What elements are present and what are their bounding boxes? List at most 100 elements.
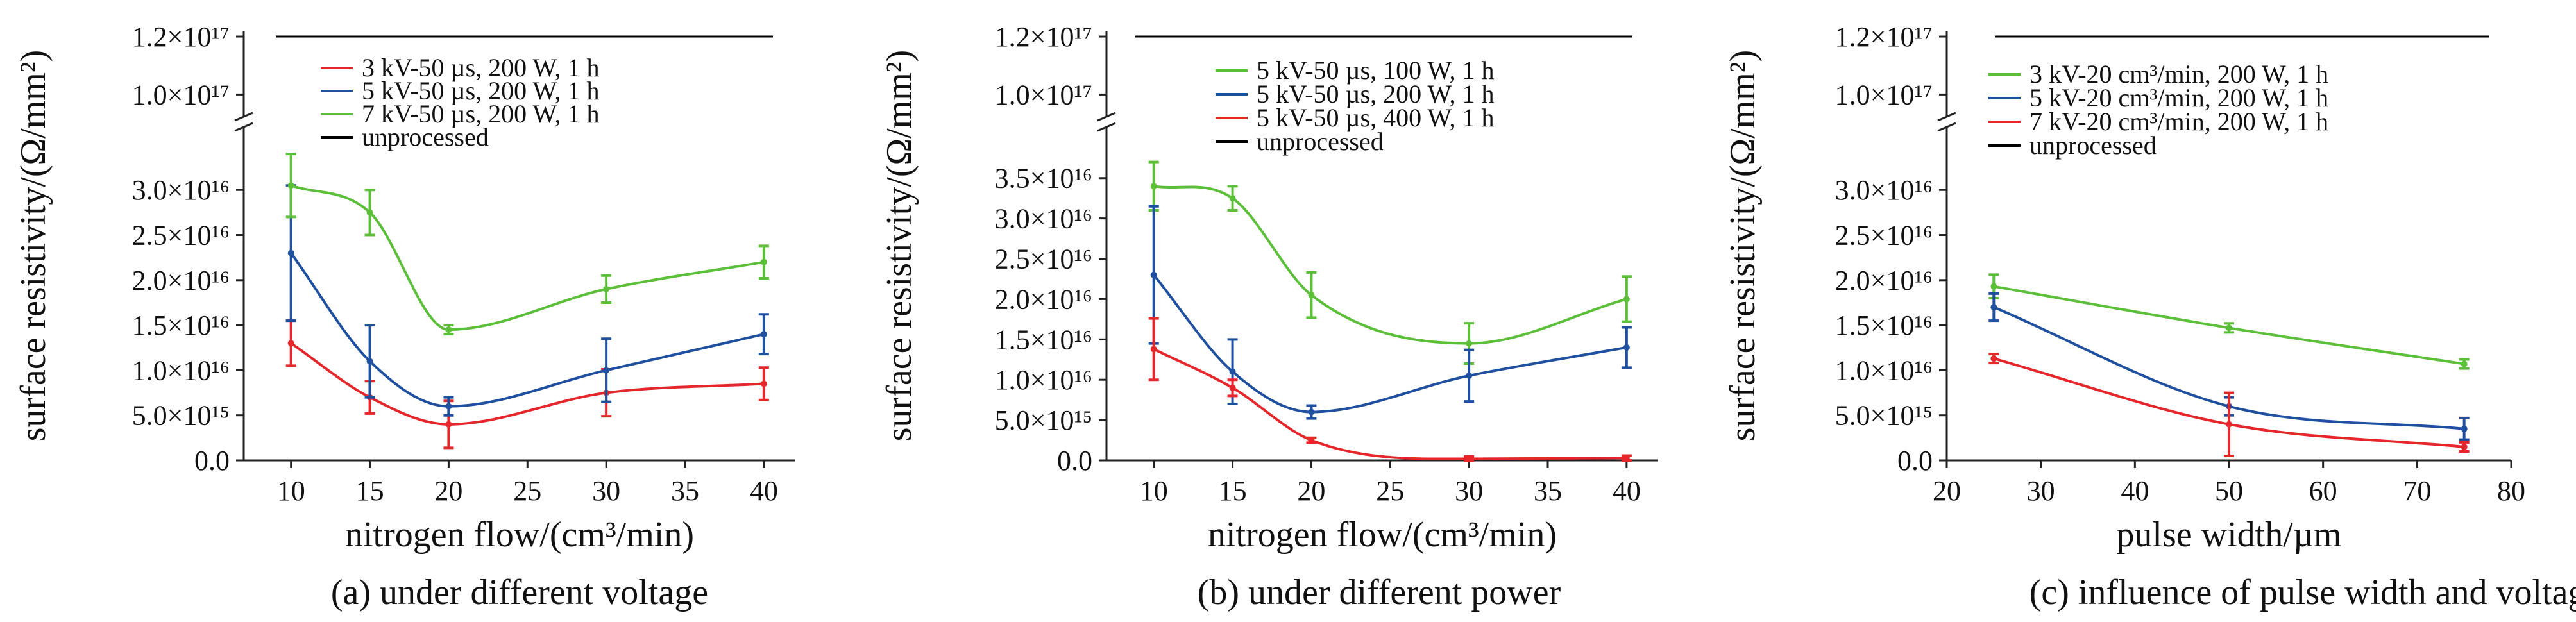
x-tick-label: 25 <box>1376 475 1404 507</box>
y-tick-label: 1.5×10¹⁶ <box>1835 310 1933 341</box>
data-point <box>287 249 294 256</box>
y-tick-label-upper: 1.0×10¹⁷ <box>132 79 230 110</box>
data-point <box>603 285 610 292</box>
data-point <box>1990 355 1997 362</box>
data-point <box>760 331 767 338</box>
legend: 5 kV-50 µs, 100 W, 1 h5 kV-50 µs, 200 W,… <box>1216 56 1495 156</box>
data-point <box>445 326 452 333</box>
legend-label: unprocessed <box>2029 131 2157 160</box>
x-tick-label: 20 <box>434 475 462 507</box>
y-tick-label: 0.0 <box>1897 445 1933 476</box>
x-tick-label: 40 <box>750 475 778 507</box>
x-tick-label: 10 <box>277 475 305 507</box>
y-tick-label: 2.0×10¹⁶ <box>132 265 230 296</box>
data-point <box>2461 443 2468 450</box>
y-tick-label: 1.0×10¹⁶ <box>995 364 1092 396</box>
y-tick-label: 2.5×10¹⁶ <box>995 244 1092 275</box>
y-tick-label: 2.5×10¹⁶ <box>1835 220 1933 251</box>
data-point <box>1623 296 1630 303</box>
series-3 <box>1148 317 1632 462</box>
data-point <box>1308 437 1315 444</box>
y-tick-label: 2.0×10¹⁶ <box>995 283 1092 315</box>
legend-label: 3 kV-20 cm³/min, 200 W, 1 h <box>2029 60 2328 88</box>
y-tick-label: 1.5×10¹⁶ <box>995 324 1092 355</box>
x-tick-label: 15 <box>356 475 384 507</box>
y-tick-label: 3.0×10¹⁶ <box>132 174 230 206</box>
series-1 <box>1988 273 2470 370</box>
data-point <box>1229 195 1236 202</box>
chart-panel-3: 20 30 40 50 60 70 80 0.0 5.0×10¹⁵ 1.0×10¹⁶ 1.5×10¹… <box>1723 21 2576 612</box>
y-tick-label: 2.5×10¹⁶ <box>132 220 230 251</box>
legend: 3 kV-20 cm³/min, 200 W, 1 h5 kV-20 cm³/m… <box>1988 60 2328 160</box>
legend-label: 5 kV-50 µs, 100 W, 1 h <box>1257 56 1495 85</box>
data-point <box>445 421 452 428</box>
data-point <box>445 403 452 410</box>
series-line <box>291 184 765 332</box>
axis-break-mark <box>1097 122 1116 132</box>
data-point <box>1150 346 1157 353</box>
y-tick-label: 1.0×10¹⁶ <box>132 355 230 386</box>
legend-label: 7 kV-20 cm³/min, 200 W, 1 h <box>2029 107 2328 136</box>
data-point <box>760 258 767 265</box>
x-tick-label: 35 <box>671 475 699 507</box>
chart-panel-1: 10 15 20 25 30 35 40 0.0 5.0×10¹⁵ 1.0×10¹⁶ 1.5×10¹… <box>13 21 795 612</box>
data-point <box>2461 360 2468 367</box>
y-tick-label: 3.5×10¹⁶ <box>995 163 1092 194</box>
y-tick-label-upper: 1.2×10¹⁷ <box>995 21 1092 53</box>
x-axis-label: nitrogen flow/(cm³/min) <box>345 515 694 555</box>
x-axis-label: nitrogen flow/(cm³/min) <box>1208 515 1557 555</box>
y-tick-label: 3.0×10¹⁶ <box>995 203 1092 235</box>
x-tick-label: 80 <box>2497 475 2525 507</box>
x-tick-label: 15 <box>1219 475 1247 507</box>
data-point <box>287 182 294 189</box>
series-2 <box>1148 205 1632 420</box>
y-tick-label: 0.0 <box>1057 445 1092 476</box>
chart-panel-2: 10 15 20 25 30 35 40 0.0 5.0×10¹⁵ 1.0×10¹⁶ 1.5×10¹… <box>879 21 1658 612</box>
data-point <box>1466 372 1473 379</box>
series-line <box>290 252 765 408</box>
x-tick-label: 25 <box>513 475 541 507</box>
axis-break-mark <box>1937 122 1956 132</box>
data-point <box>1229 368 1236 375</box>
legend-label: unprocessed <box>1257 127 1384 156</box>
data-point <box>2461 425 2468 432</box>
data-point <box>1308 408 1315 416</box>
legend-label: 5 kV-50 µs, 400 W, 1 h <box>1257 103 1495 132</box>
x-tick-label: 20 <box>1933 475 1961 507</box>
series-line <box>1153 348 1627 460</box>
data-point <box>1466 340 1473 347</box>
data-point <box>2226 421 2232 428</box>
series-line <box>1153 185 1627 345</box>
x-tick-label: 40 <box>1613 475 1641 507</box>
y-tick-label: 5.0×10¹⁵ <box>132 400 230 432</box>
y-tick-label-upper: 1.2×10¹⁷ <box>1835 21 1933 53</box>
data-point <box>603 367 610 374</box>
y-axis-label: surface resistivity/(Ω/mm²) <box>1723 50 1763 441</box>
legend-label: 5 kV-50 µs, 200 W, 1 h <box>362 76 600 105</box>
series-line <box>1153 274 1627 414</box>
data-point <box>1150 183 1157 190</box>
data-point <box>1150 271 1157 278</box>
data-point <box>1229 384 1236 391</box>
y-tick-label-upper: 1.0×10¹⁷ <box>1835 79 1933 110</box>
y-axis-label: surface resistivity/(Ω/mm²) <box>13 50 53 441</box>
x-tick-label: 35 <box>1534 475 1562 507</box>
series-3 <box>1988 353 2470 457</box>
axis-break-mark <box>234 112 253 122</box>
data-point <box>1623 455 1630 462</box>
legend: 3 kV-50 µs, 200 W, 1 h5 kV-50 µs, 200 W,… <box>321 53 600 151</box>
data-point <box>1308 292 1315 299</box>
legend-label: 5 kV-20 cm³/min, 200 W, 1 h <box>2029 83 2328 112</box>
legend-label: 7 kV-50 µs, 200 W, 1 h <box>362 99 600 128</box>
series-2 <box>285 184 769 417</box>
y-tick-label: 0.0 <box>194 445 230 476</box>
series-3 <box>285 153 769 336</box>
x-tick-label: 10 <box>1140 475 1168 507</box>
y-tick-label: 3.0×10¹⁶ <box>1835 174 1933 206</box>
x-tick-label: 40 <box>2121 475 2149 507</box>
data-point <box>1466 455 1473 462</box>
x-tick-label: 70 <box>2403 475 2431 507</box>
data-point <box>366 209 373 216</box>
y-tick-label: 5.0×10¹⁵ <box>995 405 1092 436</box>
